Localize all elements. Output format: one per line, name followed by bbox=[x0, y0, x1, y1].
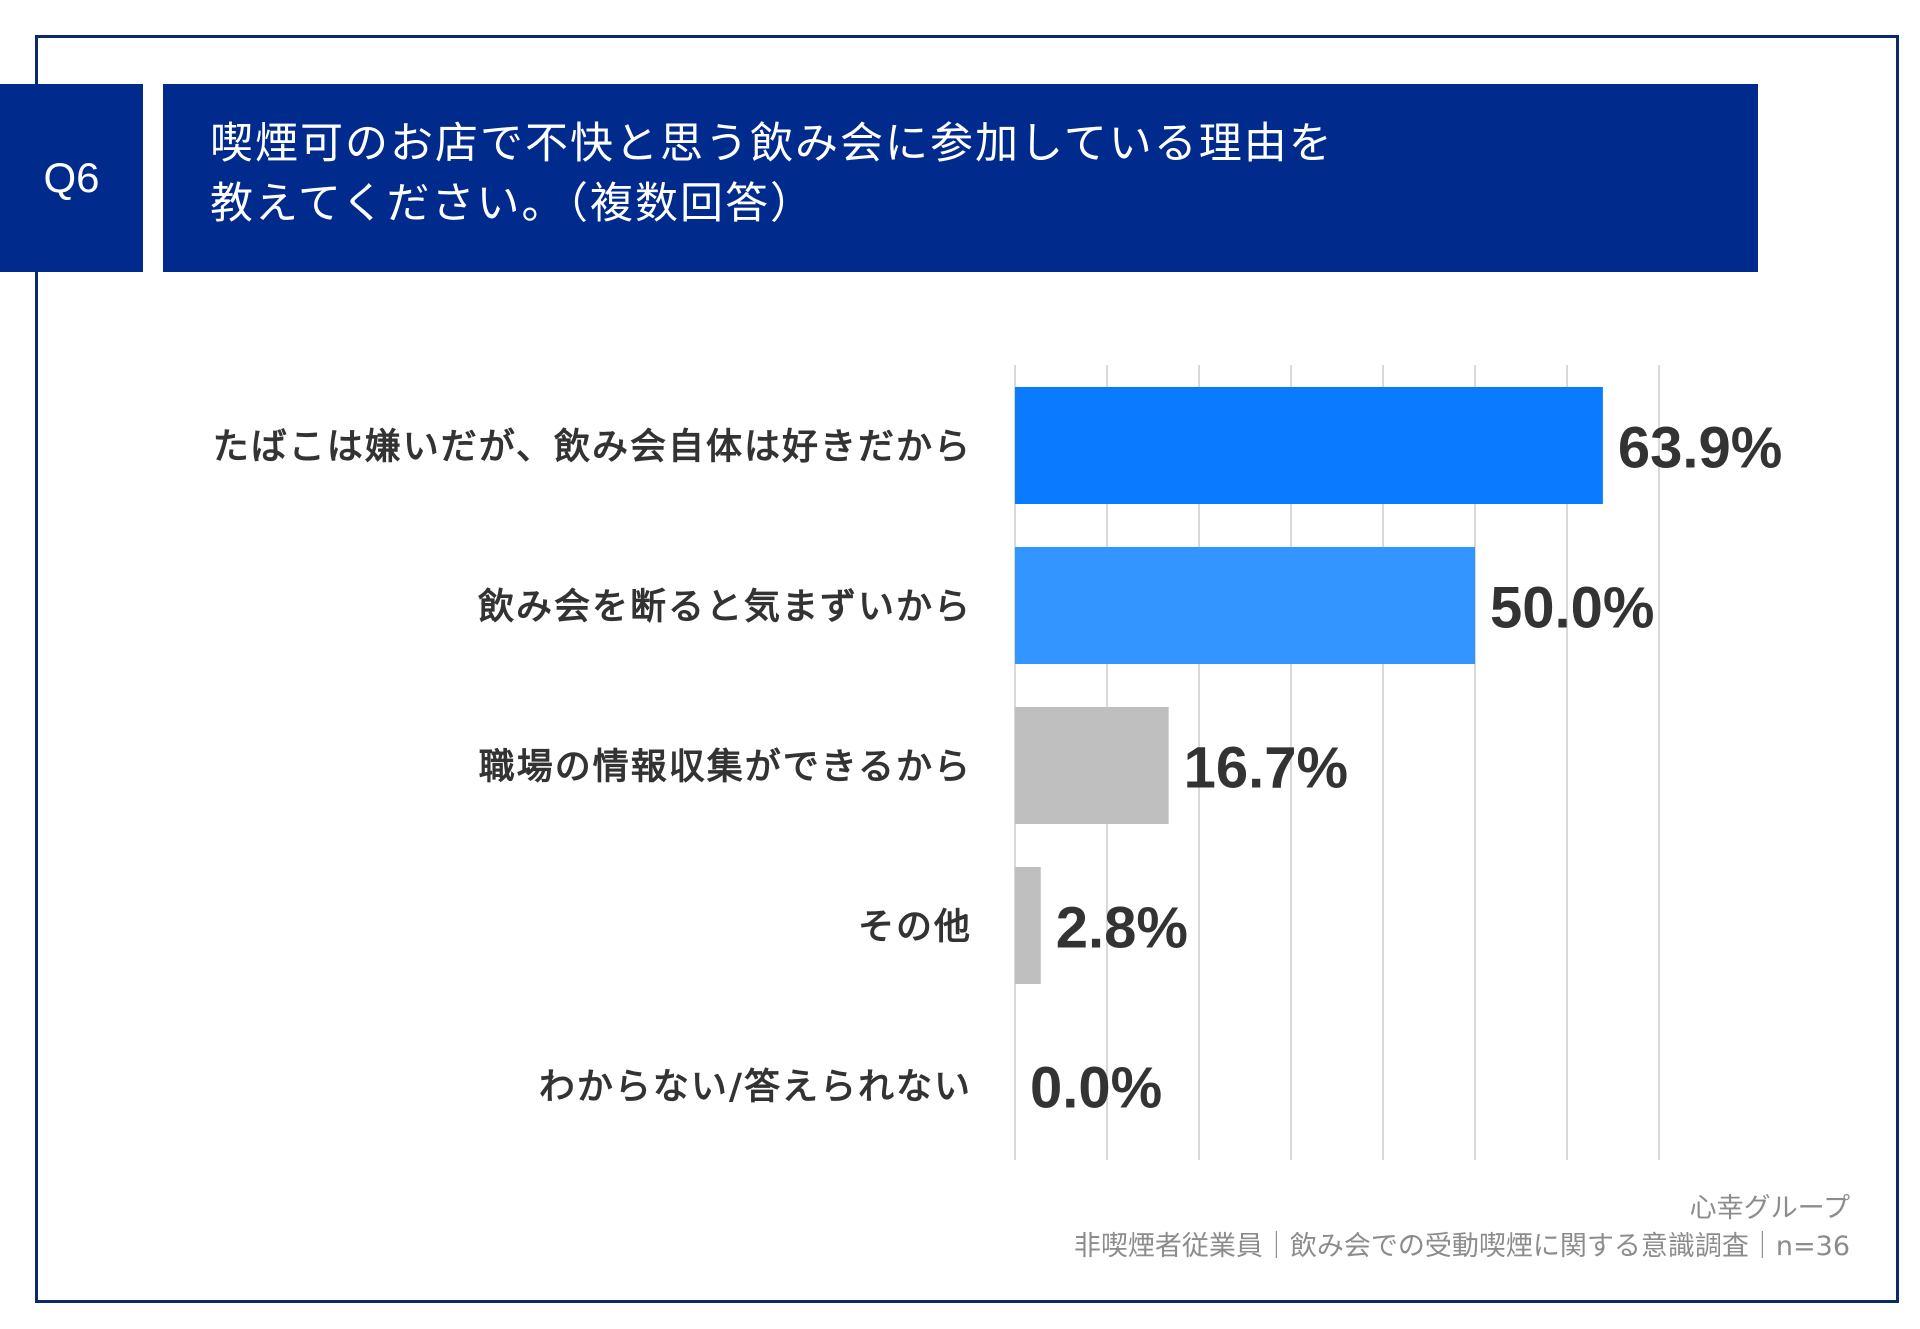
source-label: 心幸グループ bbox=[1689, 1193, 1850, 1224]
survey-label: 非喫煙者従業員｜飲み会での受動喫煙に関する意識調査｜n=36 bbox=[1073, 1231, 1850, 1262]
value-label: 50.0% bbox=[1490, 576, 1654, 641]
category-label: わからない/答えられない bbox=[539, 1067, 972, 1108]
value-label: 16.7% bbox=[1184, 736, 1348, 801]
bar bbox=[1015, 707, 1169, 824]
chart-frame bbox=[35, 35, 1899, 1303]
value-label: 2.8% bbox=[1056, 896, 1188, 961]
bar bbox=[1015, 867, 1041, 984]
category-label: 飲み会を断ると気まずいから bbox=[478, 587, 972, 628]
value-label: 63.9% bbox=[1618, 416, 1782, 481]
question-title: 喫煙可のお店で不快と思う飲み会に参加している理由を 教えてください。（複数回答） bbox=[163, 84, 1758, 272]
category-label: 職場の情報収集ができるから bbox=[479, 747, 972, 788]
bar bbox=[1015, 547, 1475, 664]
bar bbox=[1015, 387, 1603, 504]
question-title-line-2: 教えてください。（複数回答） bbox=[210, 179, 816, 229]
category-label: その他 bbox=[858, 907, 972, 948]
category-label: たばこは嫌いだが、飲み会自体は好きだから bbox=[213, 427, 972, 468]
question-title-line-1: 喫煙可のお店で不快と思う飲み会に参加している理由を bbox=[210, 119, 1334, 169]
chart-footer: 心幸グループ 非喫煙者従業員｜飲み会での受動喫煙に関する意識調査｜n=36 bbox=[1074, 1190, 1850, 1266]
question-badge: Q6 bbox=[0, 84, 143, 272]
value-label: 0.0% bbox=[1030, 1056, 1162, 1121]
